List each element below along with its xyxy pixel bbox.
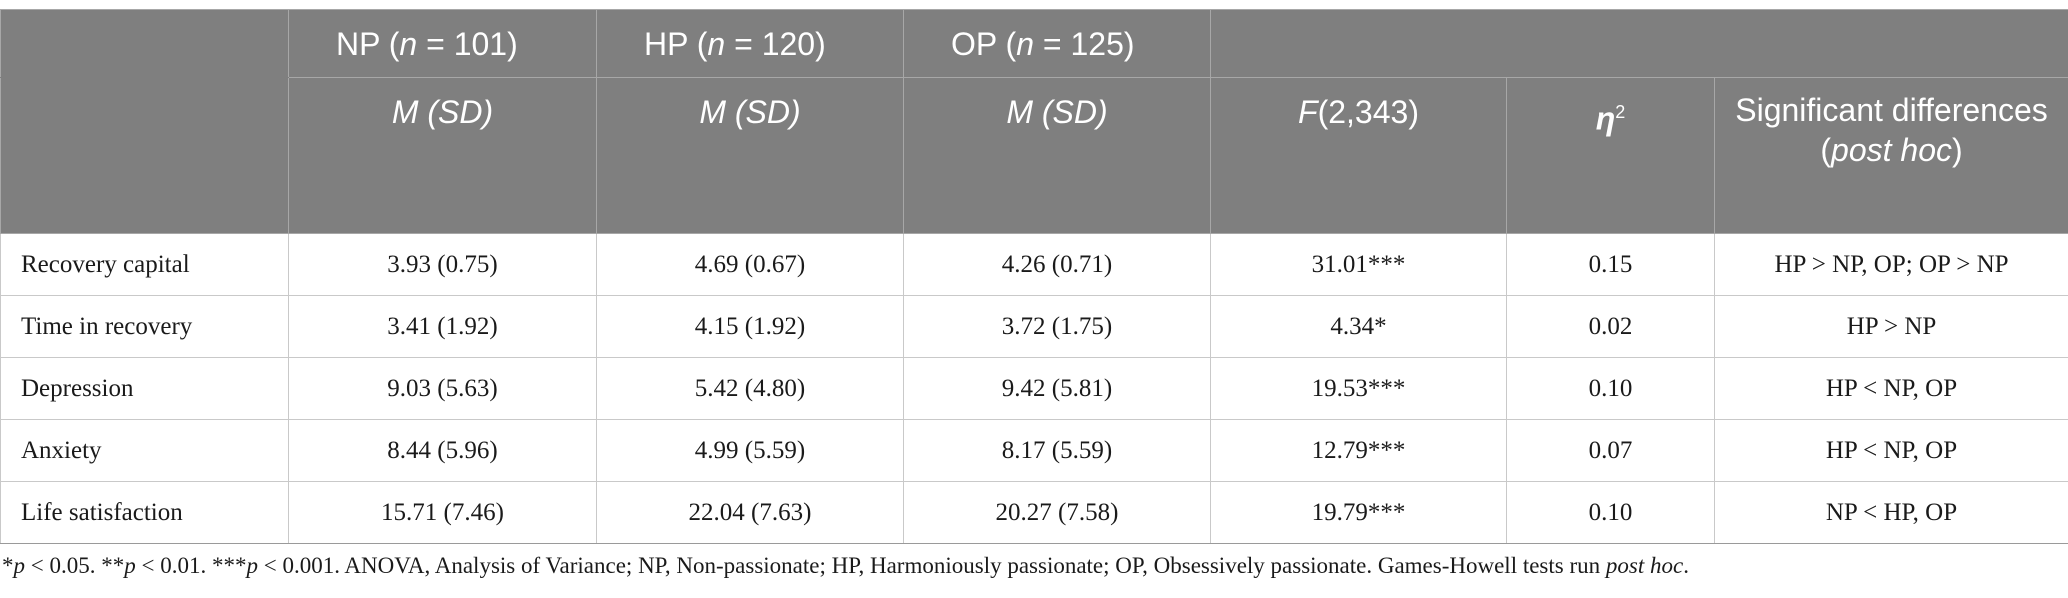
cell-np: 3.41 (1.92) bbox=[288, 295, 597, 358]
cell-np: 15.71 (7.46) bbox=[288, 481, 597, 544]
header-group-op: OP (n = 125) bbox=[903, 9, 1211, 78]
cell-sig: HP < NP, OP bbox=[1714, 419, 2068, 482]
cell-eta: 0.02 bbox=[1506, 295, 1715, 358]
cell-sig: HP > NP bbox=[1714, 295, 2068, 358]
cell-op: 9.42 (5.81) bbox=[903, 357, 1211, 420]
cell-hp: 5.42 (4.80) bbox=[596, 357, 904, 420]
cell-f: 12.79*** bbox=[1210, 419, 1507, 482]
cell-np: 8.44 (5.96) bbox=[288, 419, 597, 482]
cell-sig: NP < HP, OP bbox=[1714, 481, 2068, 544]
cell-np: 3.93 (0.75) bbox=[288, 233, 597, 296]
cell-hp: 4.15 (1.92) bbox=[596, 295, 904, 358]
table-row: Recovery capital 3.93 (0.75) 4.69 (0.67)… bbox=[0, 233, 2068, 296]
header-hp-stat: M (SD) bbox=[596, 77, 904, 234]
table-row: Time in recovery 3.41 (1.92) 4.15 (1.92)… bbox=[0, 295, 2068, 358]
header-blank-right bbox=[1210, 9, 2068, 78]
header-group-hp: HP (n = 120) bbox=[596, 9, 904, 78]
results-table: NP (n = 101) HP (n = 120) OP (n = 125) M… bbox=[0, 9, 2068, 544]
row-label: Recovery capital bbox=[0, 233, 289, 296]
table-row: Anxiety 8.44 (5.96) 4.99 (5.59) 8.17 (5.… bbox=[0, 419, 2068, 482]
cell-eta: 0.10 bbox=[1506, 481, 1715, 544]
cell-op: 3.72 (1.75) bbox=[903, 295, 1211, 358]
cell-eta: 0.10 bbox=[1506, 357, 1715, 420]
row-label: Time in recovery bbox=[0, 295, 289, 358]
cell-hp: 4.69 (0.67) bbox=[596, 233, 904, 296]
row-label: Depression bbox=[0, 357, 289, 420]
cell-op: 20.27 (7.58) bbox=[903, 481, 1211, 544]
cell-hp: 22.04 (7.63) bbox=[596, 481, 904, 544]
cell-f: 31.01*** bbox=[1210, 233, 1507, 296]
cell-f: 4.34* bbox=[1210, 295, 1507, 358]
corner-cell bbox=[0, 9, 289, 78]
table-row: Depression 9.03 (5.63) 5.42 (4.80) 9.42 … bbox=[0, 357, 2068, 420]
cell-f: 19.79*** bbox=[1210, 481, 1507, 544]
row-label: Anxiety bbox=[0, 419, 289, 482]
header-f: F(2,343) bbox=[1210, 77, 1507, 234]
cell-eta: 0.15 bbox=[1506, 233, 1715, 296]
cell-sig: HP > NP, OP; OP > NP bbox=[1714, 233, 2068, 296]
header-eta: η2 bbox=[1506, 77, 1715, 234]
header-significant-differences: Significant differences (post hoc) bbox=[1714, 77, 2068, 234]
cell-sig: HP < NP, OP bbox=[1714, 357, 2068, 420]
cell-eta: 0.07 bbox=[1506, 419, 1715, 482]
cell-op: 4.26 (0.71) bbox=[903, 233, 1211, 296]
header-op-stat: M (SD) bbox=[903, 77, 1211, 234]
table-footnote: *p < 0.05. **p < 0.01. ***p < 0.001. ANO… bbox=[2, 553, 1689, 578]
header-group-np: NP (n = 101) bbox=[288, 9, 597, 78]
row-label: Life satisfaction bbox=[0, 481, 289, 544]
header-np-stat: M (SD) bbox=[288, 77, 597, 234]
header-row-label bbox=[0, 77, 289, 234]
cell-hp: 4.99 (5.59) bbox=[596, 419, 904, 482]
cell-f: 19.53*** bbox=[1210, 357, 1507, 420]
cell-op: 8.17 (5.59) bbox=[903, 419, 1211, 482]
cell-np: 9.03 (5.63) bbox=[288, 357, 597, 420]
table-row: Life satisfaction 15.71 (7.46) 22.04 (7.… bbox=[0, 481, 2068, 544]
